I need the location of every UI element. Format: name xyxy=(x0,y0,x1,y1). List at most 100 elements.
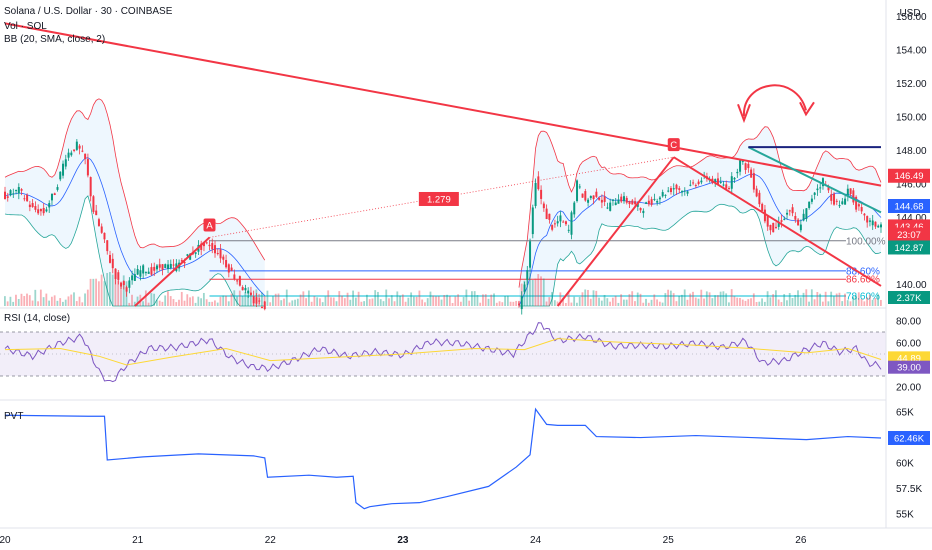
volume-bar xyxy=(214,300,216,306)
candle-body xyxy=(672,188,675,190)
volume-bar xyxy=(482,294,484,306)
volume-bar xyxy=(216,302,219,306)
rsi-legend[interactable]: RSI (14, close) xyxy=(4,313,70,324)
volume-bar xyxy=(421,299,424,306)
volume-bar xyxy=(844,293,846,306)
bb-lower-line xyxy=(518,203,882,307)
candle-body xyxy=(857,204,860,207)
volume-bar xyxy=(451,302,454,306)
volume-bar xyxy=(274,293,277,306)
fib-level-label: 100.00% xyxy=(846,236,886,247)
volume-bar xyxy=(23,296,26,306)
volume-bar xyxy=(106,272,109,306)
volume-title: Vol · SOL xyxy=(4,21,47,32)
volume-bar xyxy=(855,295,857,306)
candle-body xyxy=(6,196,9,198)
volume-bar xyxy=(614,295,617,306)
volume-bar xyxy=(824,291,827,306)
price-axis[interactable]: USD140.00142.00144.00146.00148.00150.001… xyxy=(885,0,930,528)
candle-body xyxy=(227,264,230,273)
candle-body xyxy=(75,141,78,150)
candle-body xyxy=(846,188,849,197)
volume-bar xyxy=(346,292,349,306)
candle-body xyxy=(788,210,791,212)
pvt-pane xyxy=(4,407,882,510)
pvt-tick-label: 57.5K xyxy=(896,484,922,495)
candle-body xyxy=(252,296,255,304)
pvt-value-tag xyxy=(888,430,930,445)
volume-bar xyxy=(194,302,197,306)
time-tick-label: 20 xyxy=(0,535,11,546)
candle-body xyxy=(868,220,871,222)
pvt-legend[interactable]: PVT xyxy=(4,411,23,422)
volume-bar xyxy=(484,294,487,306)
volume-bar xyxy=(783,294,786,306)
volume-bar xyxy=(609,301,611,306)
volume-bar xyxy=(479,302,482,306)
candle-body xyxy=(122,281,125,286)
volume-bar xyxy=(600,300,603,306)
volume-bar xyxy=(642,302,645,306)
time-axis[interactable]: 20 21 22 23 24 25 26 xyxy=(0,527,932,546)
pvt-title: PVT xyxy=(4,411,24,422)
volume-bar xyxy=(570,302,573,306)
candle-body xyxy=(263,301,266,310)
price-tick-label: 148.00 xyxy=(896,146,927,157)
candle-body xyxy=(669,188,672,193)
candle-body xyxy=(786,212,789,215)
volume-bar xyxy=(531,279,534,306)
volume-bar xyxy=(860,298,863,306)
candle-body xyxy=(752,173,755,190)
candle-body xyxy=(142,265,145,274)
volume-bar xyxy=(288,302,291,306)
volume-bar xyxy=(678,295,681,306)
volume-bar xyxy=(404,301,407,306)
price-tag-label: 146.49 xyxy=(894,171,923,182)
candle-body xyxy=(774,226,777,228)
candle-body xyxy=(222,256,225,260)
volume-bar xyxy=(509,301,512,306)
candle-body xyxy=(236,280,239,282)
bb-legend[interactable]: BB (20, SMA, close, 2) xyxy=(4,34,105,45)
volume-bar xyxy=(567,292,570,306)
candle-body xyxy=(100,226,103,233)
candle-body xyxy=(158,264,161,268)
time-tick-label: 21 xyxy=(132,535,144,546)
volume-bar xyxy=(153,293,156,306)
candle-body xyxy=(625,197,628,203)
candle-body xyxy=(570,212,573,235)
volume-bar xyxy=(689,293,692,306)
volume-bar xyxy=(338,291,341,306)
volume-bar xyxy=(277,293,280,306)
volume-bar xyxy=(437,296,440,306)
candle-body xyxy=(128,280,131,288)
volume-bar xyxy=(371,298,374,306)
volume-bar xyxy=(236,296,238,306)
volume-bar xyxy=(669,290,672,306)
volume-tag-label: 2.37K xyxy=(897,293,922,304)
candle-body xyxy=(769,225,772,231)
volume-legend[interactable]: Vol · SOL xyxy=(4,21,47,32)
volume-bar xyxy=(681,294,683,306)
candle-body xyxy=(86,159,89,176)
candle-body xyxy=(150,267,153,275)
volume-bar xyxy=(462,296,465,306)
candle-body xyxy=(694,185,697,187)
volume-bar xyxy=(606,298,609,306)
volume-bar xyxy=(15,294,17,306)
volume-bar xyxy=(222,295,225,306)
volume-bar xyxy=(354,297,357,306)
volume-bar xyxy=(360,301,363,306)
volume-bar xyxy=(835,293,838,306)
volume-bar xyxy=(305,298,308,306)
candle-body xyxy=(23,198,26,200)
symbol-legend[interactable]: Solana / U.S. Dollar · 30 · COINBASE xyxy=(4,6,172,17)
candle-body xyxy=(623,196,626,202)
volume-bar xyxy=(468,300,471,306)
price-tick-label: 140.00 xyxy=(896,280,927,291)
candle-body xyxy=(589,195,592,199)
volume-tag xyxy=(888,291,930,304)
volume-bar xyxy=(191,296,194,306)
volume-bar xyxy=(363,301,366,306)
